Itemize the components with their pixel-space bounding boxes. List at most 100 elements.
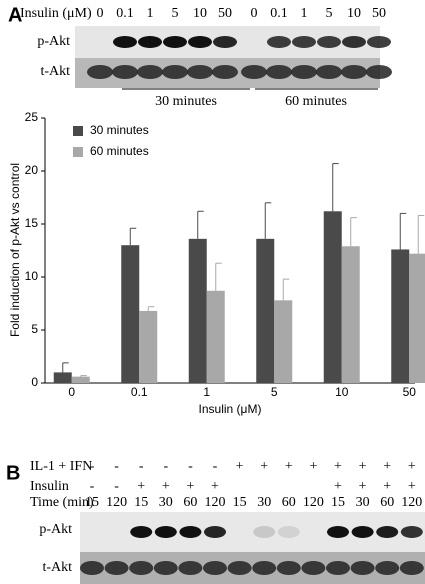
lane-label: 0 bbox=[97, 6, 104, 21]
row-value: + bbox=[285, 459, 293, 474]
band bbox=[104, 561, 129, 575]
bar bbox=[341, 246, 360, 383]
band bbox=[213, 36, 237, 48]
bar bbox=[121, 245, 140, 383]
row-value: 60 bbox=[183, 495, 197, 510]
y-tick-label: 15 bbox=[25, 216, 39, 230]
lane-header: Insulin (μM) bbox=[20, 6, 92, 21]
band bbox=[292, 36, 316, 48]
legend-label: 30 minutes bbox=[90, 123, 149, 137]
row-label: IL-1 + IFN bbox=[30, 459, 92, 474]
band bbox=[277, 526, 300, 538]
band bbox=[267, 36, 291, 48]
band bbox=[212, 65, 238, 79]
row-value: + bbox=[211, 479, 219, 494]
band bbox=[138, 36, 162, 48]
bar bbox=[53, 372, 72, 383]
band bbox=[350, 561, 375, 575]
lane-label: 50 bbox=[218, 6, 232, 21]
bar bbox=[274, 300, 293, 383]
row-value: + bbox=[359, 479, 367, 494]
band bbox=[130, 526, 153, 538]
row-value: + bbox=[383, 479, 391, 494]
row-value: + bbox=[334, 459, 342, 474]
row-value: + bbox=[260, 459, 268, 474]
band bbox=[87, 65, 113, 79]
row-value: + bbox=[236, 459, 244, 474]
row-value: - bbox=[163, 459, 168, 474]
bar bbox=[71, 376, 90, 383]
row-value: 15 bbox=[233, 495, 247, 510]
band bbox=[241, 65, 267, 79]
y-tick-label: 20 bbox=[25, 163, 39, 177]
blot-label: p-Akt bbox=[37, 34, 70, 49]
band bbox=[227, 561, 252, 575]
band bbox=[316, 65, 342, 79]
row-value: 15 bbox=[134, 495, 148, 510]
row-value: 30 bbox=[356, 495, 370, 510]
band bbox=[203, 561, 227, 575]
band bbox=[163, 36, 187, 48]
bar bbox=[188, 238, 207, 383]
band bbox=[400, 526, 423, 538]
group-label: 60 minutes bbox=[285, 94, 347, 109]
band bbox=[252, 561, 277, 575]
row-value: + bbox=[309, 459, 317, 474]
lane-label: 1 bbox=[301, 6, 308, 21]
row-value: 60 bbox=[282, 495, 296, 510]
x-tick-label: 0 bbox=[68, 385, 75, 399]
panel-label: A bbox=[8, 4, 22, 26]
blot-label: p-Akt bbox=[39, 522, 72, 537]
lane-label: 0.1 bbox=[270, 6, 288, 21]
blot-label: t-Akt bbox=[40, 64, 70, 79]
band bbox=[204, 526, 226, 538]
band bbox=[291, 65, 317, 79]
y-tick-label: 0 bbox=[31, 375, 38, 389]
band bbox=[327, 526, 349, 538]
band bbox=[129, 561, 154, 575]
band bbox=[188, 36, 212, 48]
row-value: + bbox=[359, 459, 367, 474]
band bbox=[341, 65, 367, 79]
band bbox=[154, 526, 177, 538]
band bbox=[276, 561, 301, 575]
row-value: - bbox=[139, 459, 144, 474]
row-value: + bbox=[383, 459, 391, 474]
row-value: 120 bbox=[303, 495, 324, 510]
row-value: 60 bbox=[380, 495, 394, 510]
y-axis-label: Fold induction of p-Akt vs control bbox=[8, 163, 22, 337]
band bbox=[113, 36, 137, 48]
band bbox=[187, 65, 213, 79]
row-value: - bbox=[90, 459, 95, 474]
x-tick-label: 0.1 bbox=[131, 385, 148, 399]
band bbox=[112, 65, 138, 79]
row-value: - bbox=[114, 479, 119, 494]
bar bbox=[391, 249, 410, 383]
panel-label: B bbox=[6, 462, 20, 484]
legend-swatch bbox=[73, 126, 83, 136]
band bbox=[137, 65, 163, 79]
band bbox=[351, 526, 374, 538]
band bbox=[301, 561, 326, 575]
row-value: - bbox=[188, 459, 193, 474]
legend-label: 60 minutes bbox=[90, 144, 149, 158]
x-tick-label: 50 bbox=[403, 385, 417, 399]
band bbox=[317, 36, 341, 48]
y-tick-label: 10 bbox=[25, 269, 39, 283]
row-label: Time (min) bbox=[30, 495, 94, 510]
row-value: + bbox=[162, 479, 170, 494]
band bbox=[253, 526, 276, 538]
lane-label: 10 bbox=[347, 6, 361, 21]
row-value: + bbox=[137, 479, 145, 494]
row-value: - bbox=[114, 459, 119, 474]
group-label: 30 minutes bbox=[155, 94, 217, 109]
row-value: + bbox=[408, 479, 416, 494]
lane-label: 5 bbox=[326, 6, 333, 21]
band bbox=[366, 65, 392, 79]
legend-swatch bbox=[73, 147, 83, 157]
lane-label: 0.1 bbox=[116, 6, 134, 21]
y-tick-label: 5 bbox=[31, 322, 38, 336]
row-value: - bbox=[90, 479, 95, 494]
row-value: 120 bbox=[205, 495, 226, 510]
lane-label: 10 bbox=[193, 6, 207, 21]
